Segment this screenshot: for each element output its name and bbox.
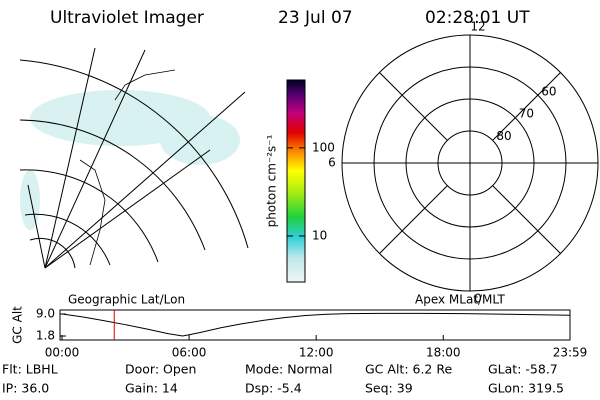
x-tick-label: 00:00	[45, 346, 80, 360]
x-tick-label: 18:00	[426, 346, 461, 360]
map-label: Geographic Lat/Lon	[68, 293, 185, 307]
map	[19, 47, 249, 269]
polar-label: Apex MLat/MLT	[415, 293, 505, 307]
date: 23 Jul 07	[278, 8, 353, 28]
status-field: GLon: 319.5	[488, 381, 564, 396]
lat-label: 70	[519, 107, 534, 121]
mlt-label: 6	[328, 156, 336, 170]
title: Ultraviolet Imager	[50, 8, 204, 28]
x-tick-label: 06:00	[172, 346, 207, 360]
colorbar-tick-label: 100	[312, 140, 335, 154]
plot-frame	[59, 309, 571, 341]
x-tick-label: 12:00	[299, 346, 334, 360]
status-field: Seq: 39	[365, 381, 413, 396]
diag-line	[492, 185, 561, 254]
status-field: Gain: 14	[125, 381, 178, 396]
status-field: IP: 36.0	[2, 381, 49, 396]
diag-line	[379, 72, 448, 141]
lat-label: 80	[496, 129, 511, 143]
colorbar-label: photon cm⁻²s⁻¹	[265, 134, 279, 227]
time: 02:28:01 UT	[425, 8, 530, 28]
y-tick-label: 9.0	[36, 306, 55, 320]
diag-line	[379, 185, 448, 254]
status-field: Door: Open	[125, 362, 196, 377]
lat-label: 60	[541, 84, 556, 98]
status-field: Flt: LBHL	[2, 362, 58, 377]
colorbar-tick-label: 10	[312, 228, 327, 242]
status-field: Mode: Normal	[245, 362, 332, 377]
mlt-label: 0	[474, 292, 482, 306]
x-tick-label: 23:59	[553, 346, 588, 360]
status-field: GLat: -58.7	[488, 362, 558, 377]
alt-line	[61, 312, 571, 337]
diag-line	[492, 72, 561, 141]
status-field: GC Alt: 6.2 Re	[365, 362, 452, 377]
status-field: Dsp: -5.4	[245, 381, 302, 396]
mlt-label: 12	[470, 20, 485, 34]
y-axis-label: GC Alt	[11, 306, 25, 344]
colorbar	[286, 79, 306, 283]
y-tick-label: 1.8	[36, 329, 55, 343]
